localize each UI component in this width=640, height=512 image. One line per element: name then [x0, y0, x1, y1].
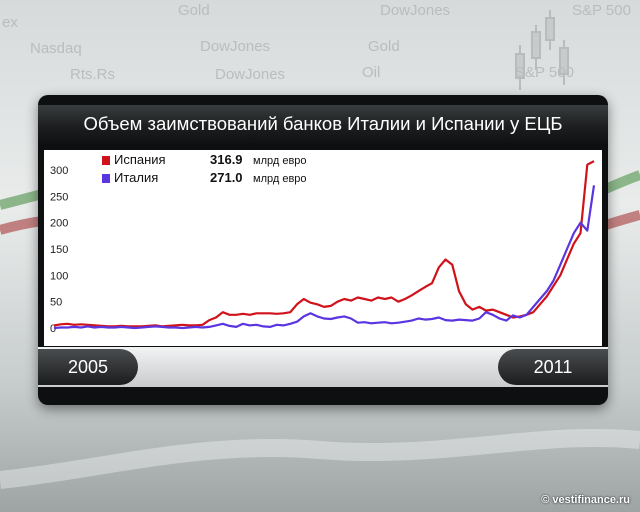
series-line-0: [53, 160, 595, 328]
source-credit: © vestifinance.ru: [541, 494, 630, 506]
background-word: Gold: [368, 38, 400, 55]
time-axis-bar: 2005 2011: [38, 347, 608, 387]
end-year-label: 2011: [498, 349, 608, 385]
y-tick-label: 150: [50, 244, 68, 256]
legend-series-unit: млрд евро: [253, 155, 307, 167]
plot-area: 300 250 200 150 100 50 0 Испания 316.9 млрд евро И…: [44, 150, 602, 346]
chart-title: Объем заимствований банков Италии и Испа…: [38, 105, 608, 143]
background-word: S&P 500: [515, 64, 574, 81]
legend-series-unit: млрд евро: [253, 173, 307, 185]
y-tick-label: 0: [50, 323, 56, 335]
background-word: Rts.Rs: [70, 66, 115, 83]
y-tick-label: 100: [50, 270, 68, 282]
y-tick-label: 300: [50, 165, 68, 177]
candlestick-decoration: [515, 10, 569, 90]
background-word: Gold: [178, 2, 210, 19]
chart-panel: Объем заимствований банков Италии и Испа…: [38, 95, 608, 405]
series-line-1: [53, 185, 596, 330]
legend-series-name: Испания: [114, 152, 166, 167]
legend-series-value: 271.0: [210, 170, 243, 185]
background-word: ex: [2, 14, 18, 31]
background-word: DowJones: [380, 2, 451, 19]
line-chart: 300 250 200 150 100 50 0 Испания 316.9 млрд евро И…: [50, 152, 596, 335]
legend-swatch: [102, 156, 110, 165]
y-tick-label: 50: [50, 297, 62, 309]
legend-series-name: Италия: [114, 170, 158, 185]
background-word: S&P 500: [572, 2, 631, 19]
background-word: DowJones: [215, 66, 286, 83]
background-word: DowJones: [200, 38, 271, 55]
y-tick-label: 200: [50, 218, 68, 230]
y-tick-label: 250: [50, 191, 68, 203]
background-word: Nasdaq: [30, 40, 82, 57]
start-year-label: 2005: [38, 349, 138, 385]
legend-swatch: [102, 174, 110, 183]
background-word: Oil: [362, 64, 381, 81]
legend-series-value: 316.9: [210, 152, 243, 167]
